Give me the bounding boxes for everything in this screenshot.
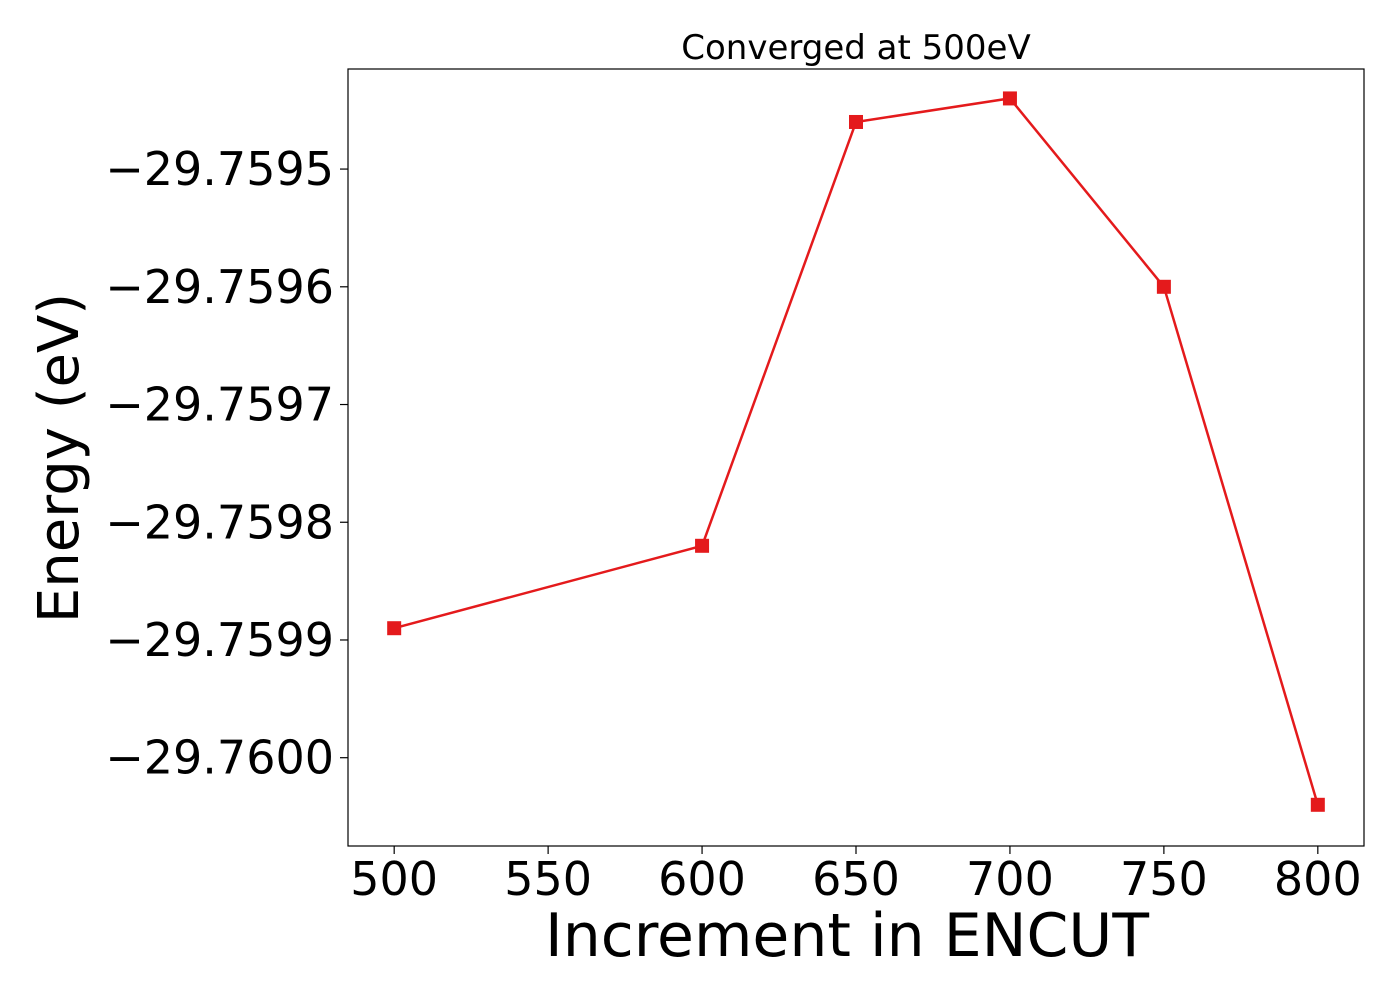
y-tick-label: −29.7596	[105, 260, 334, 314]
x-tick-label: 700	[966, 852, 1054, 906]
x-axis-label: Increment in ENCUT	[545, 901, 1149, 971]
data-point-marker	[1310, 797, 1325, 812]
series-layer	[387, 91, 1325, 812]
y-tick-label: −29.7595	[105, 142, 334, 196]
x-tick-label: 650	[812, 852, 900, 906]
x-tick-label: 500	[350, 852, 438, 906]
x-tick-label: 550	[504, 852, 592, 906]
data-point-marker	[1156, 279, 1171, 294]
data-point-marker	[695, 538, 710, 553]
x-axis: 500 550 600 650 700 750 800	[350, 846, 1362, 906]
chart-title: Converged at 500eV	[681, 28, 1030, 68]
y-tick-label: −29.7599	[105, 613, 334, 667]
data-point-marker	[849, 114, 863, 129]
y-tick-label: −29.7598	[105, 495, 334, 549]
x-tick-label: 750	[1120, 852, 1208, 906]
y-axis-label: Energy (eV)	[27, 293, 92, 623]
y-tick-label: −29.7597	[105, 378, 334, 432]
y-tick-label: −29.7600	[105, 731, 334, 785]
x-tick-label: 600	[658, 852, 746, 906]
y-axis: −29.7595 −29.7596 −29.7597 −29.7598 −29.7599…	[105, 142, 348, 785]
x-tick-label: 800	[1274, 852, 1362, 906]
series-line	[393, 97, 1319, 806]
plot-area-frame	[347, 68, 1365, 847]
data-point-marker	[1002, 91, 1017, 106]
data-point-marker	[387, 621, 402, 636]
